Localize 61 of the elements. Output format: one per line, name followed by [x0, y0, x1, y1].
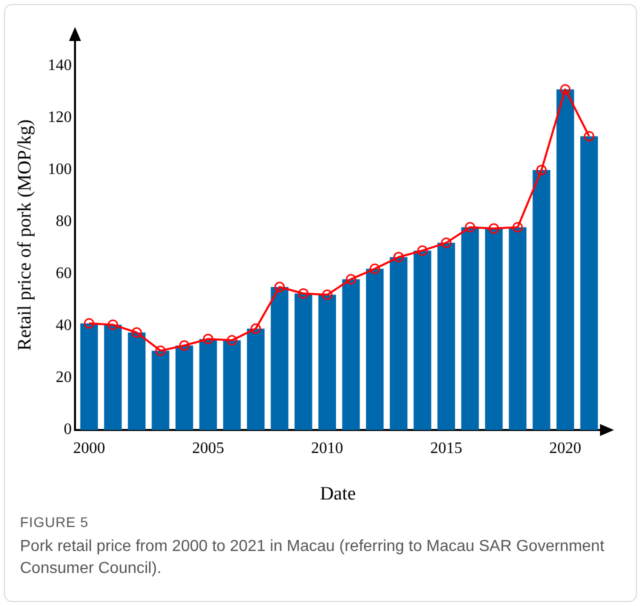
y-tick-label: 80: [56, 213, 72, 230]
bar: [508, 227, 526, 430]
y-tick-label: 20: [56, 369, 72, 386]
point: [84, 318, 94, 329]
point: [417, 245, 428, 256]
bar: [199, 339, 217, 430]
x-tick-label: 2000: [73, 440, 106, 457]
bar: [176, 346, 194, 430]
caption: FIGURE 5: [20, 514, 90, 530]
point: [560, 84, 571, 95]
bar: [437, 242, 456, 430]
point: [322, 290, 332, 300]
bar: [485, 228, 503, 430]
point: [155, 345, 166, 356]
point: [274, 282, 285, 292]
point: [226, 335, 238, 346]
point: [464, 222, 476, 232]
bar: [104, 324, 122, 430]
bar: [294, 294, 312, 430]
bar: [414, 250, 432, 430]
point: [536, 164, 547, 176]
point: [202, 334, 214, 344]
point: [298, 288, 309, 299]
y-tick-label: 100: [48, 161, 72, 178]
x-tick-label: 2005: [192, 440, 224, 457]
bar: [390, 257, 408, 430]
y-tick-label: 120: [48, 109, 72, 126]
x-axis-title: Date: [320, 484, 356, 505]
point: [512, 222, 523, 232]
y-tick-label: 0: [64, 421, 72, 438]
bar: [461, 227, 479, 430]
bar: [80, 323, 98, 430]
point: [393, 252, 404, 262]
point: [250, 323, 262, 334]
bar: [556, 89, 574, 430]
bar: [366, 268, 384, 430]
bar: [580, 136, 598, 430]
point: [131, 327, 142, 338]
bar: [223, 340, 241, 430]
x-tick-label: 2020: [549, 440, 582, 457]
point: [179, 340, 190, 351]
y-axis-title: Retail price of pork (MOP/kg): [14, 119, 36, 351]
bar: [152, 350, 170, 430]
x-tick-label: 2010: [311, 440, 344, 457]
bar: [532, 170, 550, 430]
x-tick-label: 2015: [430, 440, 462, 457]
y-tick-label: 60: [56, 265, 72, 282]
y-tick-label: 140: [48, 57, 72, 74]
bar: [246, 328, 265, 430]
bar: [318, 294, 336, 430]
bar: [128, 332, 146, 430]
point: [346, 274, 356, 284]
bar: [342, 279, 360, 430]
y-tick-label: 40: [56, 317, 72, 334]
point: [584, 130, 594, 142]
bar: [270, 287, 288, 430]
text: Pork retail price from 2000 to 2021 in Macau (referring to Macau SAR Government Consumer Council).: [20, 537, 606, 579]
point: [488, 223, 500, 234]
point: [440, 238, 452, 248]
point: [370, 264, 380, 274]
point: [108, 319, 118, 330]
